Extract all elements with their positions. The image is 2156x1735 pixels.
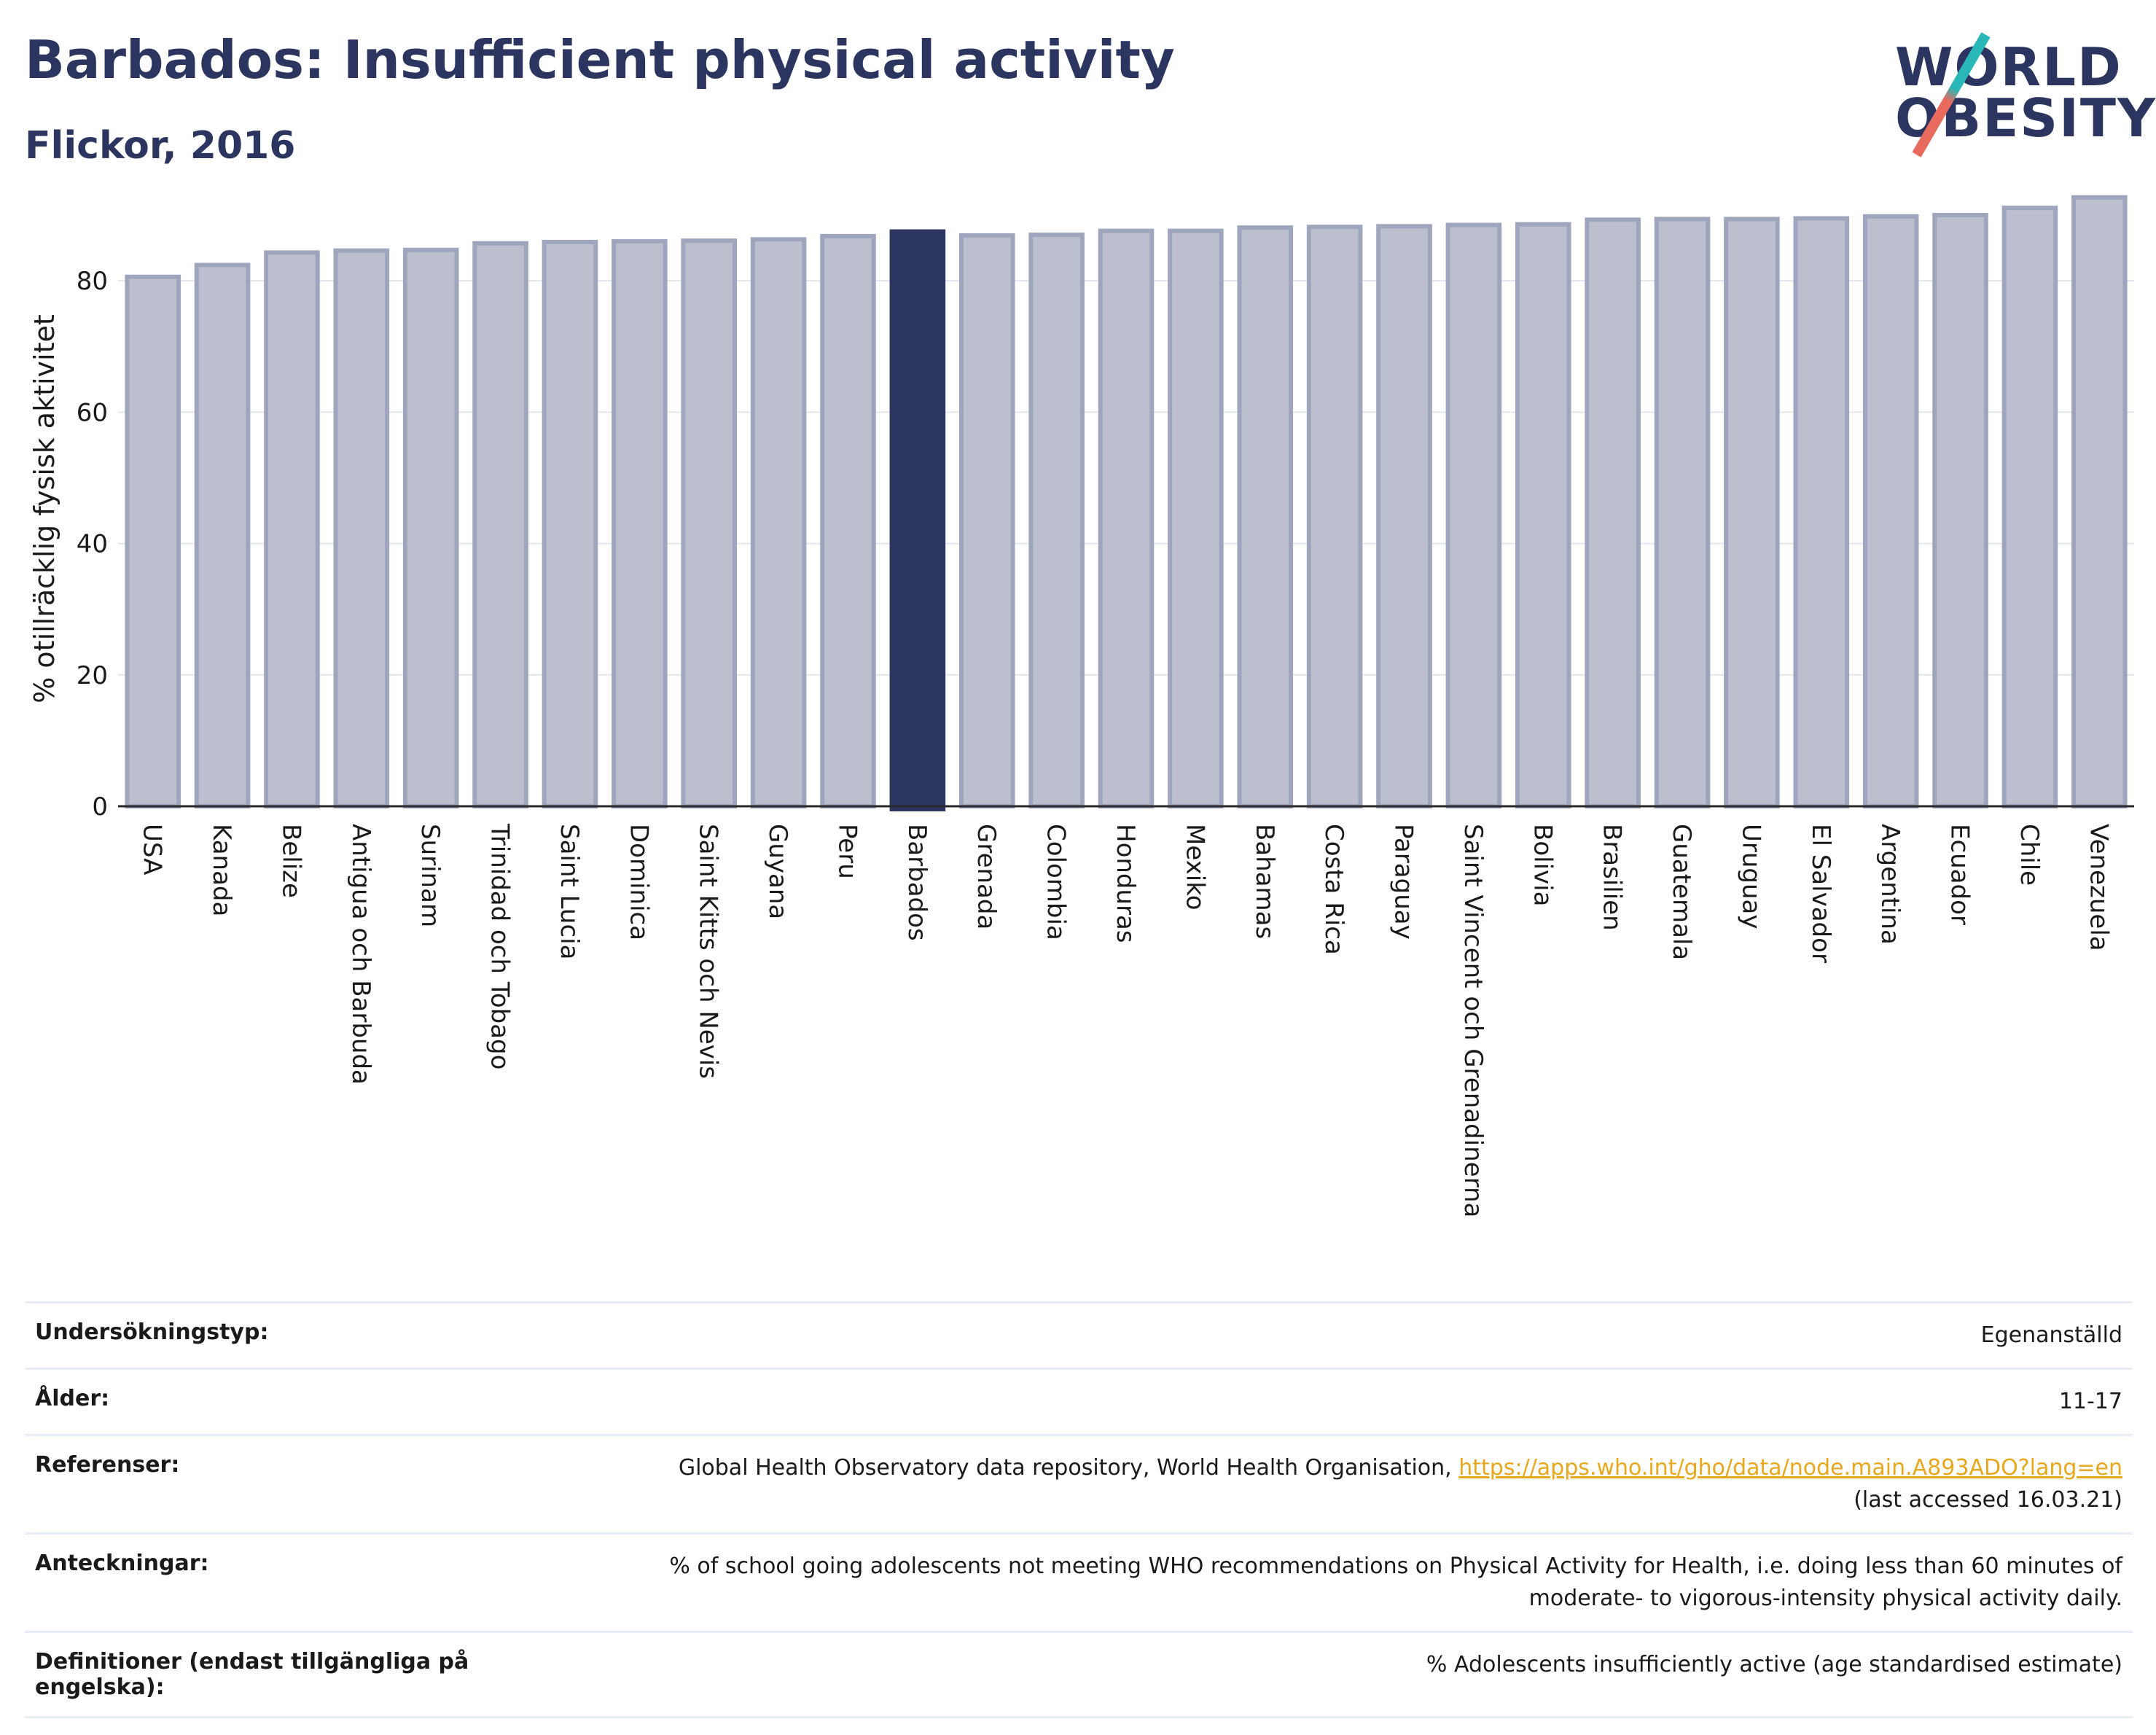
x-tick-label: Chile <box>2015 824 2044 886</box>
x-tick-label: Brasilien <box>1598 824 1627 931</box>
meta-row-survey-type: Undersökningstyp: Egenanställd <box>25 1301 2133 1369</box>
bar <box>958 233 1015 808</box>
x-tick-label: USA <box>138 824 167 875</box>
y-axis-label: % otillräcklig fysisk aktivitet <box>28 314 60 703</box>
bar-chart: 0 20 40 60 80 % otillräcklig fysisk aktivitet… <box>28 195 2134 1217</box>
meta-value: % Adolescents insufficiently active (age… <box>487 1631 2133 1718</box>
bar <box>125 274 181 808</box>
reference-accessed: (last accessed 16.03.21) <box>1854 1487 2122 1513</box>
x-tick-label: Peru <box>832 824 862 879</box>
bar <box>1793 216 1850 808</box>
bar <box>1098 228 1155 808</box>
bar <box>2071 195 2128 809</box>
y-tick-label: 40 <box>77 530 108 559</box>
x-tick-label: Antigua och Barbuda <box>346 824 375 1085</box>
bar <box>1862 214 1919 808</box>
bar <box>750 237 807 808</box>
meta-row-notes: Anteckningar: % of school going adolesce… <box>25 1532 2133 1632</box>
meta-label: Undersökningstyp: <box>25 1301 487 1369</box>
meta-row-references: Referenser: Global Health Observatory da… <box>25 1434 2133 1534</box>
metadata-table: Undersökningstyp: Egenanställd Ålder: 11… <box>25 1301 2133 1718</box>
bar <box>333 248 390 808</box>
bar <box>820 233 876 809</box>
reference-text: Global Health Observatory data repositor… <box>678 1455 1452 1481</box>
x-tick-label: Saint Kitts och Nevis <box>694 824 723 1079</box>
x-tick-label: Kanada <box>207 824 236 916</box>
bar <box>1376 224 1432 808</box>
y-tick-label: 60 <box>77 398 108 427</box>
bar <box>2001 206 2058 808</box>
meta-value: 11-17 <box>487 1368 2133 1435</box>
bar <box>194 262 251 808</box>
y-tick-label: 0 <box>92 792 108 822</box>
page-title: Barbados: Insufficient physical activity <box>25 29 1175 90</box>
page-subtitle: Flickor, 2016 <box>25 124 296 168</box>
x-tick-label: Venezuela <box>2084 824 2113 951</box>
x-tick-label: El Salvador <box>1806 824 1835 963</box>
x-tick-label: Barbados <box>902 824 931 941</box>
bar <box>1445 222 1502 808</box>
bar <box>264 250 320 808</box>
meta-value: Global Health Observatory data repositor… <box>487 1434 2133 1534</box>
x-tick-label: Guyana <box>763 824 792 919</box>
bar <box>542 239 598 808</box>
x-tick-label: Ecuador <box>1945 824 1975 925</box>
x-tick-label: Saint Lucia <box>555 824 584 959</box>
bar <box>612 239 668 808</box>
meta-label: Ålder: <box>25 1368 487 1435</box>
x-tick-label: Honduras <box>1111 824 1140 943</box>
x-tick-label: Colombia <box>1042 824 1071 940</box>
x-tick-label: Belize <box>276 824 305 898</box>
bar <box>1028 233 1085 808</box>
x-tick-label: Trinidad och Tobago <box>485 823 515 1069</box>
y-tick-label: 20 <box>77 661 108 690</box>
x-tick-label: Mexiko <box>1180 824 1209 911</box>
bar <box>681 238 738 809</box>
x-tick-label: Argentina <box>1875 824 1905 945</box>
x-tick-label: Uruguay <box>1736 824 1765 929</box>
bar <box>402 247 459 808</box>
x-tick-label: Dominica <box>624 824 653 940</box>
bar <box>1654 217 1711 809</box>
meta-label: Referenser: <box>25 1434 487 1534</box>
bar <box>472 241 528 808</box>
meta-row-age: Ålder: 11-17 <box>25 1368 2133 1435</box>
logo-line-1: WORLD <box>1895 36 2122 98</box>
bar <box>1724 217 1780 809</box>
bar <box>1585 217 1641 808</box>
x-tick-label: Saint Vincent och Grenadinerna <box>1458 824 1488 1217</box>
meta-value: Egenanställd <box>487 1301 2133 1369</box>
x-tick-label: Guatemala <box>1667 824 1696 960</box>
bar <box>1515 222 1571 808</box>
x-tick-label: Surinam <box>415 824 445 927</box>
x-tick-label: Costa Rica <box>1319 824 1348 955</box>
bar <box>1306 225 1363 808</box>
x-tick-label: Bolivia <box>1528 824 1557 906</box>
notes-line-1: % of school going adolescents not meetin… <box>669 1553 2122 1579</box>
x-tick-label: Bahamas <box>1250 824 1279 939</box>
meta-row-definitions: Definitioner (endast tillgängliga på eng… <box>25 1631 2133 1718</box>
reference-link[interactable]: https://apps.who.int/gho/data/node.main.… <box>1458 1455 2122 1481</box>
bar <box>1932 213 1988 809</box>
x-tick-label: Paraguay <box>1389 824 1418 940</box>
world-obesity-logo: WORLD OBESITY <box>1895 22 2155 160</box>
bar-highlight <box>889 229 946 812</box>
bar <box>1237 225 1294 809</box>
notes-line-2: moderate- to vigorous-intensity physical… <box>1528 1586 2122 1611</box>
x-tick-label: Grenada <box>972 824 1001 929</box>
meta-label: Anteckningar: <box>25 1532 487 1632</box>
meta-value: % of school going adolescents not meetin… <box>487 1532 2133 1632</box>
meta-label: Definitioner (endast tillgängliga på eng… <box>25 1631 487 1718</box>
bar <box>1168 228 1224 808</box>
y-tick-label: 80 <box>77 267 108 296</box>
